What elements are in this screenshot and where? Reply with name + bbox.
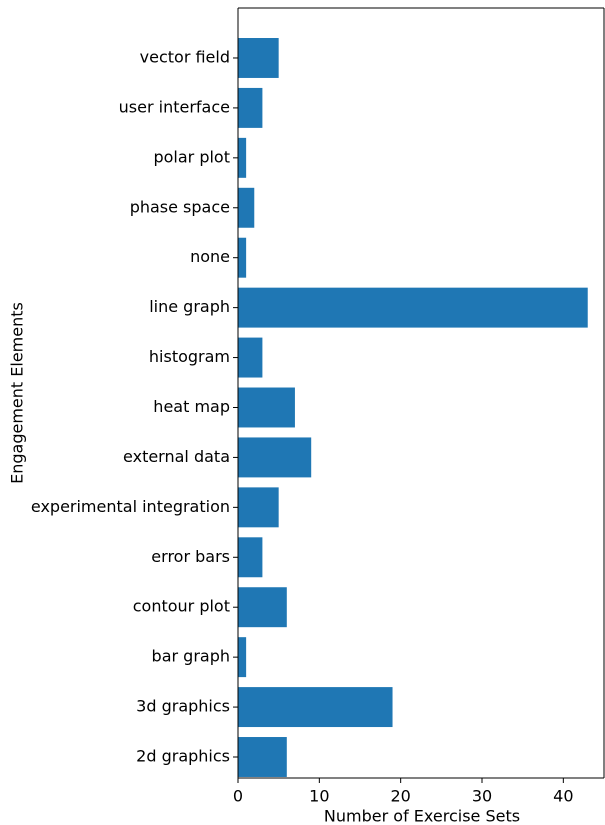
bar — [238, 487, 279, 528]
y-tick-label: line graph — [149, 297, 230, 316]
bar — [238, 737, 287, 777]
bar — [238, 587, 287, 628]
y-tick-label: vector field — [140, 47, 230, 66]
y-tick-label: none — [190, 247, 230, 266]
y-tick-label: contour plot — [133, 597, 230, 616]
y-tick-label: heat map — [153, 397, 230, 416]
bar — [238, 637, 247, 678]
y-tick-label: polar plot — [153, 147, 230, 166]
x-tick-label: 10 — [309, 787, 329, 806]
x-tick-label: 20 — [390, 787, 410, 806]
bar — [238, 387, 295, 428]
bar — [238, 38, 279, 78]
bar — [238, 687, 393, 728]
bar — [238, 287, 588, 328]
y-tick-label: histogram — [149, 347, 230, 366]
y-tick-label: 3d graphics — [136, 697, 230, 716]
x-tick-label: 0 — [233, 787, 243, 806]
y-tick-label: 2d graphics — [136, 747, 230, 766]
x-axis-label: Number of Exercise Sets — [324, 807, 520, 825]
y-tick-label: external data — [123, 447, 230, 466]
y-axis-label: Engagement Elements — [8, 302, 27, 484]
y-tick-label: phase space — [130, 197, 230, 216]
x-tick-label: 30 — [472, 787, 492, 806]
x-tick-label: 40 — [553, 787, 573, 806]
y-tick-label: error bars — [151, 547, 230, 566]
bar — [238, 137, 247, 178]
bar — [238, 237, 247, 278]
y-tick-label: experimental integration — [31, 497, 230, 516]
bar — [238, 87, 263, 128]
bar — [238, 337, 263, 378]
bar — [238, 187, 255, 228]
y-tick-label: bar graph — [152, 647, 230, 666]
y-tick-label: user interface — [119, 97, 230, 116]
bar — [238, 437, 312, 478]
bar — [238, 537, 263, 578]
